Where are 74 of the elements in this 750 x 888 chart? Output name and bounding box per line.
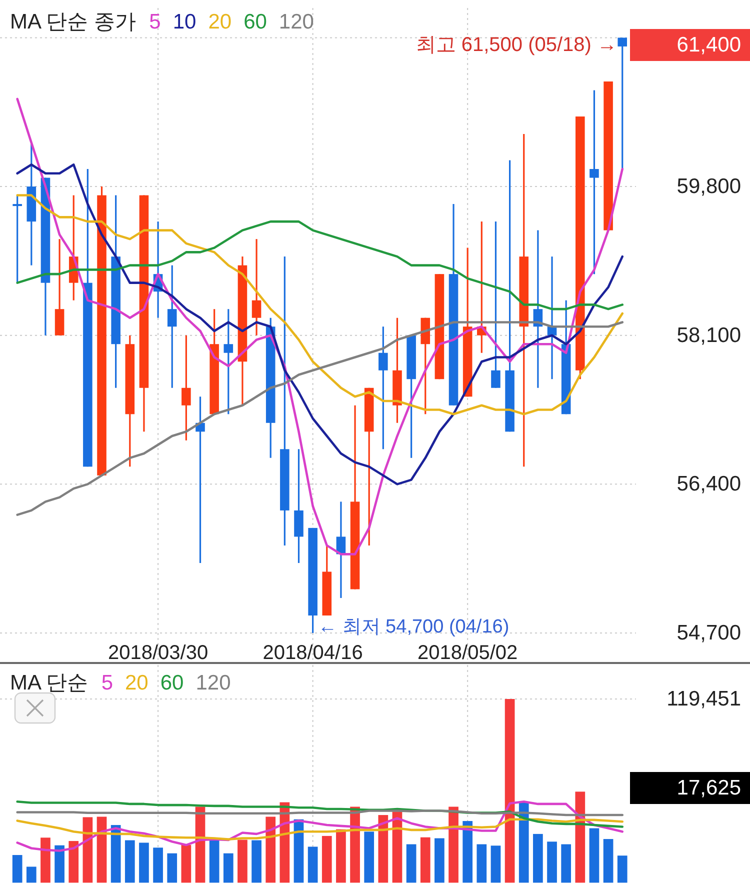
text: 61,400 [676,34,741,56]
bar [54,845,64,883]
candlestick [491,220,500,389]
bar [476,844,487,883]
text: 120 [278,10,314,34]
bar [533,834,543,883]
legend-title: MA 단순 종가 [10,10,136,34]
bar [238,840,248,883]
bar [124,840,135,883]
text: 60 [244,10,267,34]
bar [12,855,22,883]
candlestick [378,326,388,450]
bar [561,844,572,883]
candlestick [252,238,262,336]
text: 17,625 [676,776,741,800]
bar [406,844,416,883]
bar [518,802,529,883]
bar [336,829,346,883]
bar [434,838,444,883]
bar [364,832,374,883]
bar [40,838,50,883]
text: 60 [160,672,184,694]
bar [589,828,600,883]
text: 10 [172,10,196,34]
bar [504,699,515,883]
text: 5 [149,10,161,34]
x-tick-label: 2018/03/30 [108,642,208,664]
y-tick-label: 119,451 [666,688,741,710]
x-tick-label: 2018/04/16 [262,642,363,664]
line-series [16,98,624,556]
candlestick [182,334,191,442]
bar [252,840,262,883]
annotation: 최고 61,500 (05/18) → [416,34,617,56]
line-series [16,220,624,310]
text: 5 [101,672,114,694]
legend-title: MA 단순 [10,672,88,694]
text: 20 [125,672,148,694]
y-tick-label: 54,700 [676,622,741,644]
bar [322,836,332,883]
candlestick [12,194,22,284]
bar [490,846,501,883]
text: 120 [196,672,231,694]
x-tick-label: 2018/05/02 [418,642,518,664]
bar [139,842,149,883]
bar [209,839,220,883]
bar [26,866,36,883]
candlestick [224,308,234,415]
bar [266,816,276,883]
bar [603,839,614,883]
bar [68,841,79,883]
y-tick-label: 58,100 [676,324,741,347]
y-tick-label: 59,800 [676,175,741,198]
line-series [16,163,624,486]
bar [223,853,234,883]
candlestick [167,264,177,389]
bar [378,815,388,883]
text: 20 [208,10,232,34]
line-series [16,194,624,416]
bar [547,842,557,883]
bar [167,853,178,883]
bar [420,837,430,883]
bar [181,845,192,883]
bar [575,792,586,883]
candlestick [590,89,599,275]
y-tick-label: 56,400 [676,472,741,496]
candlestick [618,36,628,170]
bar [617,856,628,883]
bar [462,821,473,883]
bar [96,816,107,883]
bar [448,806,458,883]
bar [110,825,121,883]
bar [308,846,318,883]
bar [153,848,163,883]
annotation: ← 최저 54,700 (04/16) [318,616,510,638]
